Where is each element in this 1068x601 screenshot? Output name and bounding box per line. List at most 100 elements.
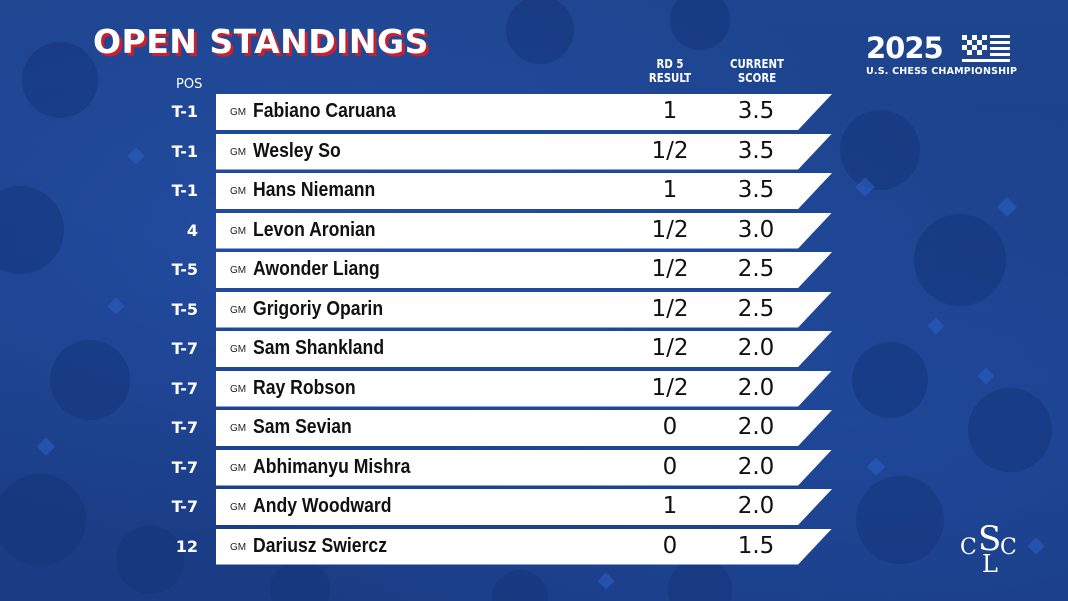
position-cell: T-5 (171, 260, 198, 279)
saint-louis-chess-club-logo: C C S L (960, 520, 1017, 576)
player-title: GM (230, 423, 247, 434)
position-cell: T-7 (171, 378, 198, 398)
row-background (216, 410, 832, 446)
position-cell: T-1 (171, 102, 198, 121)
player-name: Wesley So (253, 139, 341, 162)
round-result: 1/2 (651, 256, 689, 282)
player-title: GM (230, 146, 247, 158)
table-row: T-7 GM Sam Sevian 0 2.0 (0, 410, 1068, 446)
round-result: 1 (662, 98, 678, 124)
position-cell: T-1 (171, 141, 198, 161)
round-result: 1/2 (651, 137, 689, 164)
player-title: GM (230, 344, 247, 355)
player-name: Sam Shankland (253, 337, 385, 359)
player-title: GM (230, 225, 247, 237)
svg-text:C: C (1000, 535, 1017, 560)
table-row: T-1 GM Wesley So 1/2 3.5 (0, 133, 1068, 170)
position-cell: T-7 (171, 497, 198, 516)
player-name: Andy Woodward (253, 495, 392, 517)
position-cell: T-7 (171, 418, 198, 437)
row-background (216, 291, 832, 328)
position-cell: 4 (186, 220, 198, 240)
row-background (216, 370, 832, 407)
current-score: 2.0 (737, 453, 775, 480)
table-row: T-5 GM Awonder Liang 1/2 2.5 (0, 252, 1068, 288)
round-result: 1/2 (651, 216, 689, 243)
player-title: GM (230, 186, 247, 197)
logo-subtitle: U.S. CHESS CHAMPIONSHIP (866, 66, 1018, 77)
table-row: T-1 GM Hans Niemann 1 3.5 (0, 173, 1068, 209)
page-title: OPEN STANDINGS (93, 22, 429, 61)
row-background (216, 252, 832, 288)
table-row: T-7 GM Abhimanyu Mishra 0 2.0 (0, 449, 1068, 486)
current-score: 2.0 (737, 335, 775, 361)
player-name: Hans Niemann (253, 179, 376, 201)
flag-icon (962, 35, 1010, 62)
column-header-result-line1: RD 5 (656, 57, 684, 71)
player-title: GM (230, 265, 247, 276)
round-result: 0 (662, 532, 678, 559)
table-row: 12 GM Dariusz Swiercz 0 1.5 (0, 528, 1068, 565)
round-result: 0 (662, 453, 678, 480)
column-header-score-line2: SCORE (737, 71, 777, 85)
current-score: 3.5 (737, 177, 775, 203)
row-background (216, 212, 832, 249)
row-background (216, 331, 832, 367)
current-score: 3.5 (737, 98, 775, 124)
current-score: 2.5 (737, 295, 775, 322)
column-header-result: RD 5 RESULT (645, 57, 694, 85)
round-result: 1/2 (651, 335, 689, 361)
player-name: Ray Robson (253, 376, 356, 399)
round-result: 1/2 (651, 295, 689, 322)
column-header-score: CURRENT SCORE (727, 57, 787, 85)
position-cell: T-1 (171, 181, 198, 200)
player-title: GM (230, 304, 247, 316)
player-title: GM (230, 462, 247, 474)
player-name: Fabiano Caruana (253, 100, 396, 122)
round-result: 1 (662, 493, 678, 519)
current-score: 3.0 (737, 216, 775, 243)
player-title: GM (230, 383, 247, 395)
round-result: 0 (662, 414, 678, 440)
svg-text:C: C (960, 535, 977, 560)
column-header-result-line2: RESULT (648, 71, 692, 85)
player-name: Sam Sevian (253, 416, 352, 438)
current-score: 1.5 (737, 532, 775, 559)
row-background (216, 173, 832, 209)
row-background (216, 94, 832, 130)
row-background (216, 528, 832, 565)
current-score: 3.5 (737, 137, 775, 164)
player-name: Grigoriy Oparin (253, 297, 384, 320)
player-title: GM (230, 541, 247, 553)
player-name: Abhimanyu Mishra (253, 455, 411, 478)
current-score: 2.5 (737, 256, 775, 282)
round-result: 1/2 (651, 374, 689, 401)
table-row: 4 GM Levon Aronian 1/2 3.0 (0, 212, 1068, 249)
player-name: Dariusz Swiercz (253, 534, 388, 557)
row-background (216, 133, 832, 170)
table-row: T-7 GM Ray Robson 1/2 2.0 (0, 370, 1068, 407)
row-background (216, 449, 832, 486)
table-row: T-1 GM Fabiano Caruana 1 3.5 (0, 94, 1068, 130)
player-name: Levon Aronian (253, 218, 376, 241)
logo-year: 2025 (866, 31, 944, 65)
position-cell: T-7 (171, 339, 198, 358)
player-title: GM (230, 502, 247, 513)
svg-text:L: L (982, 550, 998, 576)
position-cell: T-7 (171, 457, 198, 477)
current-score: 2.0 (737, 374, 775, 401)
table-row: T-5 GM Grigoriy Oparin 1/2 2.5 (0, 291, 1068, 328)
position-cell: T-5 (171, 299, 198, 319)
current-score: 2.0 (737, 414, 775, 440)
championship-logo: 2025 U.S. CHESS CHAMPIONSHIP (866, 31, 1018, 81)
round-result: 1 (662, 177, 678, 203)
player-name: Awonder Liang (253, 258, 380, 280)
column-header-score-line1: CURRENT (730, 57, 784, 71)
player-title: GM (230, 107, 247, 118)
svg-text:S: S (978, 520, 1001, 559)
position-cell: 12 (175, 536, 198, 556)
current-score: 2.0 (737, 493, 775, 519)
table-row: T-7 GM Sam Shankland 1/2 2.0 (0, 331, 1068, 367)
column-header-pos: POS (176, 77, 203, 92)
